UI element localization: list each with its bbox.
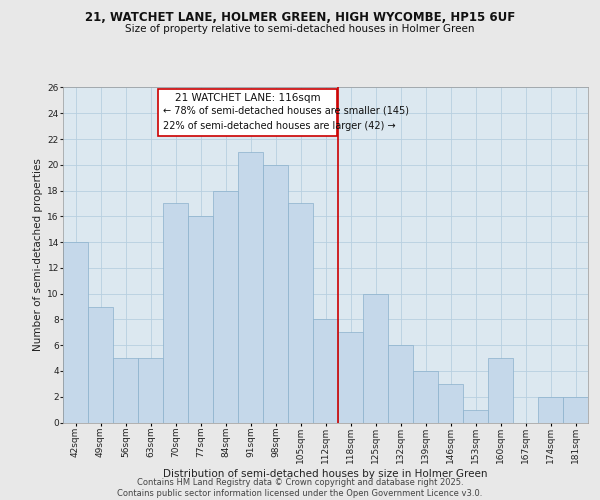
Bar — [538, 396, 563, 422]
Bar — [158, 89, 337, 136]
X-axis label: Distribution of semi-detached houses by size in Holmer Green: Distribution of semi-detached houses by … — [163, 468, 488, 478]
Bar — [163, 204, 188, 422]
Bar — [488, 358, 513, 422]
Text: Contains HM Land Registry data © Crown copyright and database right 2025.
Contai: Contains HM Land Registry data © Crown c… — [118, 478, 482, 498]
Bar — [238, 152, 263, 422]
Bar — [438, 384, 463, 422]
Bar — [338, 332, 363, 422]
Bar — [213, 190, 238, 422]
Bar — [288, 204, 313, 422]
Y-axis label: Number of semi-detached properties: Number of semi-detached properties — [33, 158, 43, 352]
Bar — [188, 216, 213, 422]
Bar — [363, 294, 388, 422]
Text: 21, WATCHET LANE, HOLMER GREEN, HIGH WYCOMBE, HP15 6UF: 21, WATCHET LANE, HOLMER GREEN, HIGH WYC… — [85, 11, 515, 24]
Bar — [413, 371, 438, 422]
Bar — [113, 358, 138, 422]
Text: 21 WATCHET LANE: 116sqm: 21 WATCHET LANE: 116sqm — [175, 92, 320, 102]
Bar — [263, 165, 288, 422]
Bar — [63, 242, 88, 422]
Bar — [313, 320, 338, 422]
Bar — [88, 306, 113, 422]
Bar — [563, 396, 588, 422]
Text: Size of property relative to semi-detached houses in Holmer Green: Size of property relative to semi-detach… — [125, 24, 475, 34]
Bar — [138, 358, 163, 422]
Bar — [388, 345, 413, 422]
Text: 22% of semi-detached houses are larger (42) →: 22% of semi-detached houses are larger (… — [163, 121, 395, 131]
Text: ← 78% of semi-detached houses are smaller (145): ← 78% of semi-detached houses are smalle… — [163, 106, 409, 116]
Bar — [463, 410, 488, 422]
